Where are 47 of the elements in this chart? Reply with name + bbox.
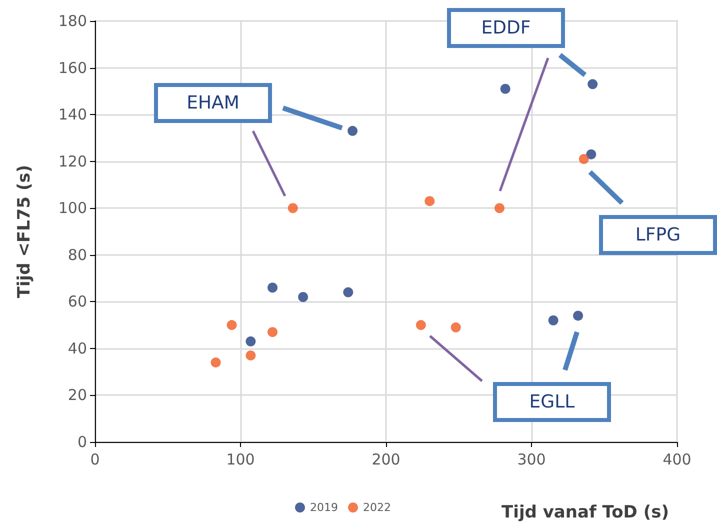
callout: EDDF (447, 8, 587, 192)
legend-label: 2022 (362, 501, 391, 514)
point (226, 320, 237, 330)
annotation: EHAM (186, 92, 240, 114)
y-tick-label: 0 (77, 433, 87, 451)
x-tick-label: 0 (90, 450, 100, 468)
point (588, 79, 598, 90)
point (500, 84, 510, 94)
y-tick-label: 160 (58, 58, 87, 77)
y-tick-label: 120 (58, 152, 87, 170)
callout: EGLL (429, 331, 611, 422)
annotation: LFPG (635, 224, 681, 246)
y-tick-label: 40 (68, 339, 87, 358)
y-tick-label: 80 (68, 246, 87, 264)
point (450, 322, 461, 332)
point (268, 327, 278, 338)
point (424, 196, 435, 206)
legend-label: 2019 (310, 501, 338, 514)
point (348, 126, 358, 136)
point (494, 203, 504, 214)
point (573, 310, 584, 321)
y-tick-label: 60 (68, 292, 87, 311)
point (298, 292, 308, 302)
point (246, 336, 256, 346)
callout: LFPG (588, 170, 717, 255)
y-tick-label: 100 (58, 199, 87, 218)
point (268, 282, 278, 293)
point (416, 320, 426, 330)
point (578, 154, 589, 164)
x-tick-label: 200 (372, 450, 400, 468)
annotation: EGLL (529, 392, 575, 412)
x-tick-label: 400 (662, 450, 692, 468)
y-tick-label: 180 (58, 12, 87, 30)
callout: EHAM (154, 83, 343, 197)
point (343, 287, 354, 298)
point (246, 350, 256, 360)
point (586, 149, 596, 160)
point (210, 357, 221, 368)
point (548, 315, 558, 326)
y-axis-title: Tijd <FL75 (s) (14, 164, 34, 298)
annotation: EDDF (481, 18, 531, 38)
point (288, 203, 298, 214)
y-tick-label: 20 (68, 386, 87, 404)
y-tick-label: 140 (58, 106, 87, 124)
x-tick-label: 100 (226, 450, 255, 468)
x-tick-label: 300 (517, 450, 546, 468)
x-axis-title: Tijd vanaf ToD (s) (502, 502, 670, 522)
